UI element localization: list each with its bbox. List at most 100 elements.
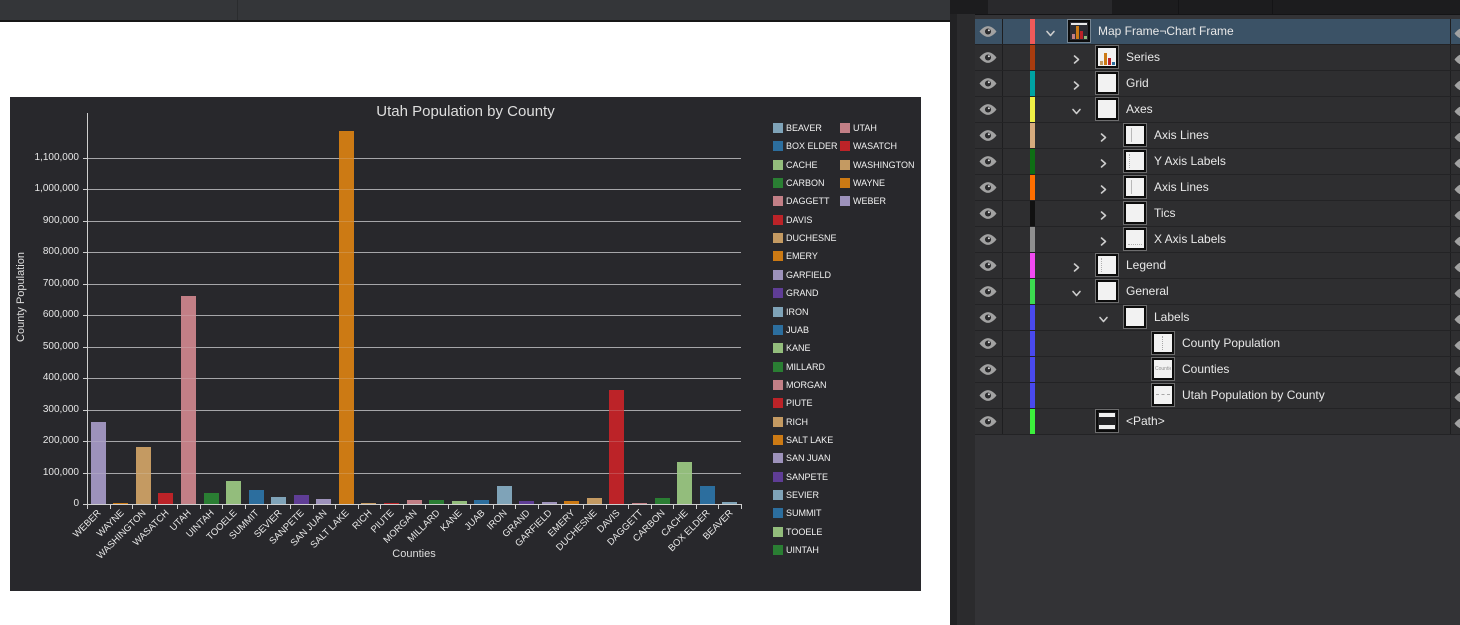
chevron-right-icon[interactable] <box>1071 78 1082 90</box>
visibility-eye-icon[interactable] <box>975 357 1003 382</box>
legend-swatch <box>773 324 783 335</box>
bar <box>226 481 242 504</box>
layer-color-tag <box>1030 149 1035 174</box>
chevron-right-icon[interactable] <box>1071 52 1082 64</box>
visibility-eye-icon[interactable] <box>975 71 1003 96</box>
chevron-down-icon[interactable] <box>1071 286 1082 297</box>
legend-label: MORGAN <box>786 379 827 390</box>
visibility-eye-icon[interactable] <box>975 45 1003 70</box>
column-divider <box>1450 357 1451 382</box>
layer-row[interactable]: <Path> <box>975 409 1460 435</box>
visibility-eye-icon-clipped[interactable] <box>1454 104 1460 122</box>
panel-tab-strip[interactable] <box>950 0 1460 15</box>
chevron-right-icon[interactable] <box>1098 182 1109 194</box>
layer-row[interactable]: Axis Lines <box>975 175 1460 201</box>
chevron-right-icon[interactable] <box>1098 208 1109 220</box>
layer-row[interactable]: Utah Population by County <box>975 383 1460 409</box>
visibility-eye-icon[interactable] <box>975 409 1003 434</box>
gridline-overlay <box>87 346 741 348</box>
chevron-right-icon[interactable] <box>1071 260 1082 272</box>
bar <box>293 494 309 504</box>
chevron-down-icon[interactable] <box>1045 26 1056 37</box>
visibility-eye-icon-clipped[interactable] <box>1454 52 1460 70</box>
thumb-detail <box>1080 31 1083 39</box>
visibility-eye-icon[interactable] <box>975 279 1003 304</box>
bar <box>158 492 174 504</box>
layer-row[interactable]: Axis Lines <box>975 123 1460 149</box>
visibility-eye-icon-clipped[interactable] <box>1454 312 1460 330</box>
y-tick-mark <box>83 283 87 285</box>
visibility-eye-icon[interactable] <box>975 19 1003 44</box>
layer-row[interactable]: Series <box>975 45 1460 71</box>
visibility-eye-icon[interactable] <box>975 383 1003 408</box>
layer-row[interactable]: General <box>975 279 1460 305</box>
layer-row[interactable]: Y Axis Labels <box>975 149 1460 175</box>
visibility-eye-icon-clipped[interactable] <box>1454 286 1460 304</box>
bar <box>135 447 151 504</box>
layer-color-tag <box>1030 201 1035 226</box>
legend-label: DAGGETT <box>786 196 830 207</box>
layer-row[interactable]: Legend <box>975 253 1460 279</box>
legend-label: EMERY <box>786 251 818 262</box>
chart-canvas[interactable]: Utah Population by County 0 100,000 200,00… <box>10 97 921 591</box>
layer-row[interactable]: Tics <box>975 201 1460 227</box>
visibility-eye-icon-clipped[interactable] <box>1454 156 1460 174</box>
visibility-eye-icon[interactable] <box>975 123 1003 148</box>
legend-label: SUMMIT <box>786 508 822 519</box>
layer-row[interactable]: Labels <box>975 305 1460 331</box>
x-axis-line <box>87 504 742 505</box>
layer-thumbnail: Counties <box>1152 358 1174 380</box>
layer-row[interactable]: Axes <box>975 97 1460 123</box>
visibility-eye-icon-clipped[interactable] <box>1454 260 1460 278</box>
layer-row[interactable]: Map Frame¬Chart Frame <box>975 19 1460 45</box>
column-divider <box>1450 279 1451 304</box>
visibility-eye-icon-clipped[interactable] <box>1454 364 1460 382</box>
x-tick-mark <box>695 504 697 509</box>
visibility-eye-icon-clipped[interactable] <box>1454 390 1460 408</box>
layer-color-tag <box>1030 227 1035 252</box>
layer-row[interactable]: County Population <box>975 331 1460 357</box>
visibility-eye-icon[interactable] <box>975 175 1003 200</box>
layer-label: Labels <box>1154 310 1190 324</box>
layer-row[interactable]: X Axis Labels <box>975 227 1460 253</box>
visibility-eye-icon[interactable] <box>975 201 1003 226</box>
visibility-eye-icon[interactable] <box>975 331 1003 356</box>
visibility-eye-icon[interactable] <box>975 305 1003 330</box>
visibility-eye-icon-clipped[interactable] <box>1454 78 1460 96</box>
visibility-eye-icon-clipped[interactable] <box>1454 130 1460 148</box>
legend-label: WAYNE <box>853 178 886 189</box>
layer-thumbnail <box>1124 124 1146 146</box>
layer-color-tag <box>1030 19 1035 44</box>
column-divider <box>1450 123 1451 148</box>
visibility-eye-icon-clipped[interactable] <box>1454 26 1460 44</box>
bar <box>248 490 264 504</box>
visibility-eye-icon-clipped[interactable] <box>1454 416 1460 434</box>
gridline <box>87 220 741 222</box>
visibility-eye-icon[interactable] <box>975 149 1003 174</box>
chevron-right-icon[interactable] <box>1098 156 1109 168</box>
visibility-eye-icon-clipped[interactable] <box>1454 182 1460 200</box>
legend-label: BOX ELDER <box>786 141 838 152</box>
legend-label: SEVIER <box>786 490 820 500</box>
chevron-right-icon[interactable] <box>1098 130 1109 142</box>
visibility-eye-icon-clipped[interactable] <box>1454 338 1460 356</box>
visibility-eye-icon[interactable] <box>975 97 1003 122</box>
visibility-eye-icon-clipped[interactable] <box>1454 234 1460 252</box>
column-divider <box>1450 149 1451 174</box>
chevron-down-icon[interactable] <box>1098 312 1109 323</box>
chevron-right-icon[interactable] <box>1098 234 1109 246</box>
chevron-down-icon[interactable] <box>1071 104 1082 115</box>
column-divider <box>1450 305 1451 330</box>
visibility-eye-icon-clipped[interactable] <box>1454 208 1460 226</box>
x-tick-mark <box>199 504 201 509</box>
legend-swatch <box>773 196 783 207</box>
visibility-eye-icon[interactable] <box>975 227 1003 252</box>
layer-row[interactable]: Grid <box>975 71 1460 97</box>
column-divider <box>1450 201 1451 226</box>
visibility-eye-icon[interactable] <box>975 253 1003 278</box>
gridline <box>87 346 741 348</box>
y-tick-label: 600,000 <box>42 309 79 321</box>
layer-thumbnail <box>1124 176 1146 198</box>
legend-swatch <box>773 159 783 170</box>
layer-row[interactable]: Counties Counties <box>975 357 1460 383</box>
